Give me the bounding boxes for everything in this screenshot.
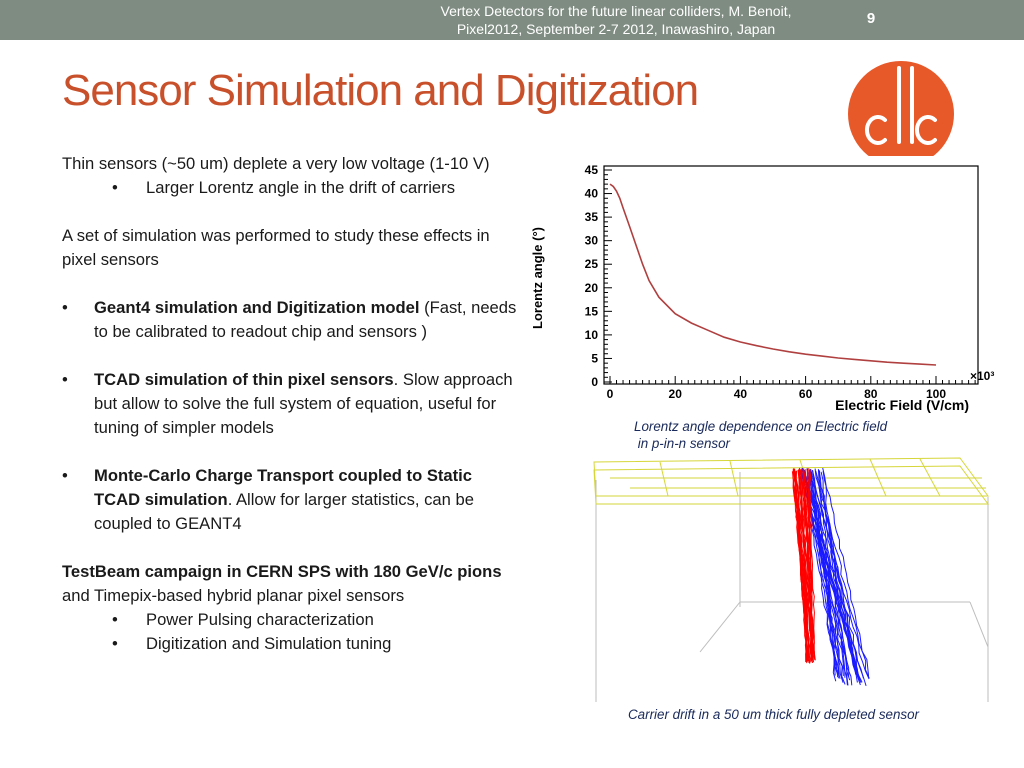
lorentz-angle-curve	[609, 183, 937, 366]
x-tick-label: 0	[607, 387, 614, 401]
clic-logo	[848, 61, 954, 167]
hole-track	[810, 469, 853, 686]
chart-caption-line-1: Lorentz angle dependence on Electric fie…	[634, 419, 888, 434]
header-line-1: Vertex Detectors for the future linear c…	[440, 3, 792, 19]
y-tick-label: 20	[585, 281, 599, 295]
slide-title: Sensor Simulation and Digitization	[62, 66, 699, 115]
bullet-text: (Fast, needs to be calibrated to readout…	[94, 298, 517, 341]
bullet-monte-carlo: • Monte-Carlo Charge Transport coupled to…	[62, 464, 522, 536]
sub-bullet-digitization: • Digitization and Simulation tuning	[62, 632, 522, 656]
y-tick-label: 45	[585, 163, 599, 177]
bullet-dot: •	[112, 610, 118, 629]
testbeam-text: and Timepix-based hybrid planar pixel se…	[62, 586, 405, 605]
bullet-bold-text: Monte-Carlo Charge Transport coupled to …	[94, 466, 473, 509]
testbeam-bold-text: TestBeam campaign in CERN SPS with 180 G…	[62, 562, 502, 581]
page-number: 9	[866, 10, 876, 27]
electron-track	[808, 469, 816, 661]
bullet-text: . Allow for larger statistics, can be co…	[94, 490, 474, 533]
bullet-dot: •	[112, 634, 118, 653]
y-tick-label: 30	[585, 234, 599, 248]
sub-bullet-text: Digitization and Simulation tuning	[146, 634, 392, 653]
pixel-grid	[593, 457, 989, 505]
header-bar	[0, 0, 1024, 40]
sub-bullet-lorentz: • Larger Lorentz angle in the drift of ca…	[62, 176, 522, 200]
bullet-dot: •	[62, 370, 68, 389]
sub-bullet-text: Larger Lorentz angle in the drift of car…	[146, 178, 455, 197]
hole-track	[822, 471, 870, 677]
paragraph-simulation-set: A set of simulation was performed to stu…	[62, 226, 490, 269]
chart-caption: Lorentz angle dependence on Electric fie…	[634, 418, 887, 452]
y-tick-label: 25	[585, 257, 599, 271]
sub-bullet-text: Power Pulsing characterization	[146, 610, 374, 629]
x-tick-label: 40	[734, 387, 748, 401]
hole-track	[817, 469, 861, 686]
x-tick-label: 20	[669, 387, 683, 401]
sub-bullet-power-pulsing: • Power Pulsing characterization	[62, 608, 522, 632]
bullet-bold-text: Geant4 simulation and Digitization model	[94, 298, 420, 317]
bullet-dot: •	[62, 466, 68, 485]
hole-track	[811, 470, 864, 679]
header-line-2: Pixel2012, September 2-7 2012, Inawashir…	[456, 21, 776, 37]
electron-track	[795, 470, 811, 664]
bullet-dot: •	[112, 178, 118, 197]
chart-caption-line-2: in p-in-n sensor	[634, 436, 731, 451]
bullet-bold-text: TCAD simulation of thin pixel sensors	[94, 370, 394, 389]
y-tick-label: 5	[591, 351, 598, 365]
simulation-caption: Carrier drift in a 50 um thick fully dep…	[628, 707, 920, 722]
x-tick-label: 80	[864, 387, 878, 401]
carrier-drift-simulation	[593, 457, 989, 702]
electron-track	[794, 468, 808, 661]
y-axis-label: Lorentz angle (°)	[530, 227, 545, 329]
y-tick-label: 0	[591, 375, 598, 389]
plot-frame	[603, 165, 979, 385]
hole-track	[809, 471, 870, 680]
x-axis-label: Electric Field (V/cm)	[835, 397, 969, 413]
hole-track	[806, 468, 846, 685]
x-tick-label: 60	[799, 387, 813, 401]
hole-track	[818, 470, 837, 682]
y-tick-label: 15	[585, 304, 599, 318]
electron-track	[797, 469, 808, 659]
header-text: Vertex Detectors for the future linear c…	[388, 2, 844, 38]
x-axis-multiplier: ×10³	[970, 369, 994, 383]
x-tick-label: 100	[926, 387, 946, 401]
slide-body: Thin sensors (~50 um) deplete a very low…	[62, 152, 522, 656]
hole-track	[812, 470, 841, 679]
chart-background	[528, 156, 1018, 414]
bullet-tcad: • TCAD simulation of thin pixel sensors. …	[62, 368, 522, 440]
y-tick-label: 35	[585, 210, 599, 224]
paragraph-testbeam: TestBeam campaign in CERN SPS with 180 G…	[62, 560, 522, 608]
y-tick-label: 40	[585, 187, 599, 201]
bullet-dot: •	[62, 298, 68, 317]
bullet-text: . Slow approach but allow to solve the f…	[94, 370, 513, 437]
bullet-geant4: • Geant4 simulation and Digitization mode…	[62, 296, 522, 344]
lorentz-angle-chart: 0 5 10 15 20 25 30 35 40 45 0 20 40 60 80 100 Lorentz a…	[530, 163, 994, 413]
paragraph-thin-sensors: Thin sensors (~50 um) deplete a very low…	[62, 154, 490, 173]
y-tick-label: 10	[585, 328, 599, 342]
electron-track	[798, 469, 814, 663]
hole-track	[815, 470, 870, 679]
hole-track	[803, 470, 862, 681]
simulation-frame	[595, 472, 989, 702]
hole-track	[822, 467, 846, 678]
